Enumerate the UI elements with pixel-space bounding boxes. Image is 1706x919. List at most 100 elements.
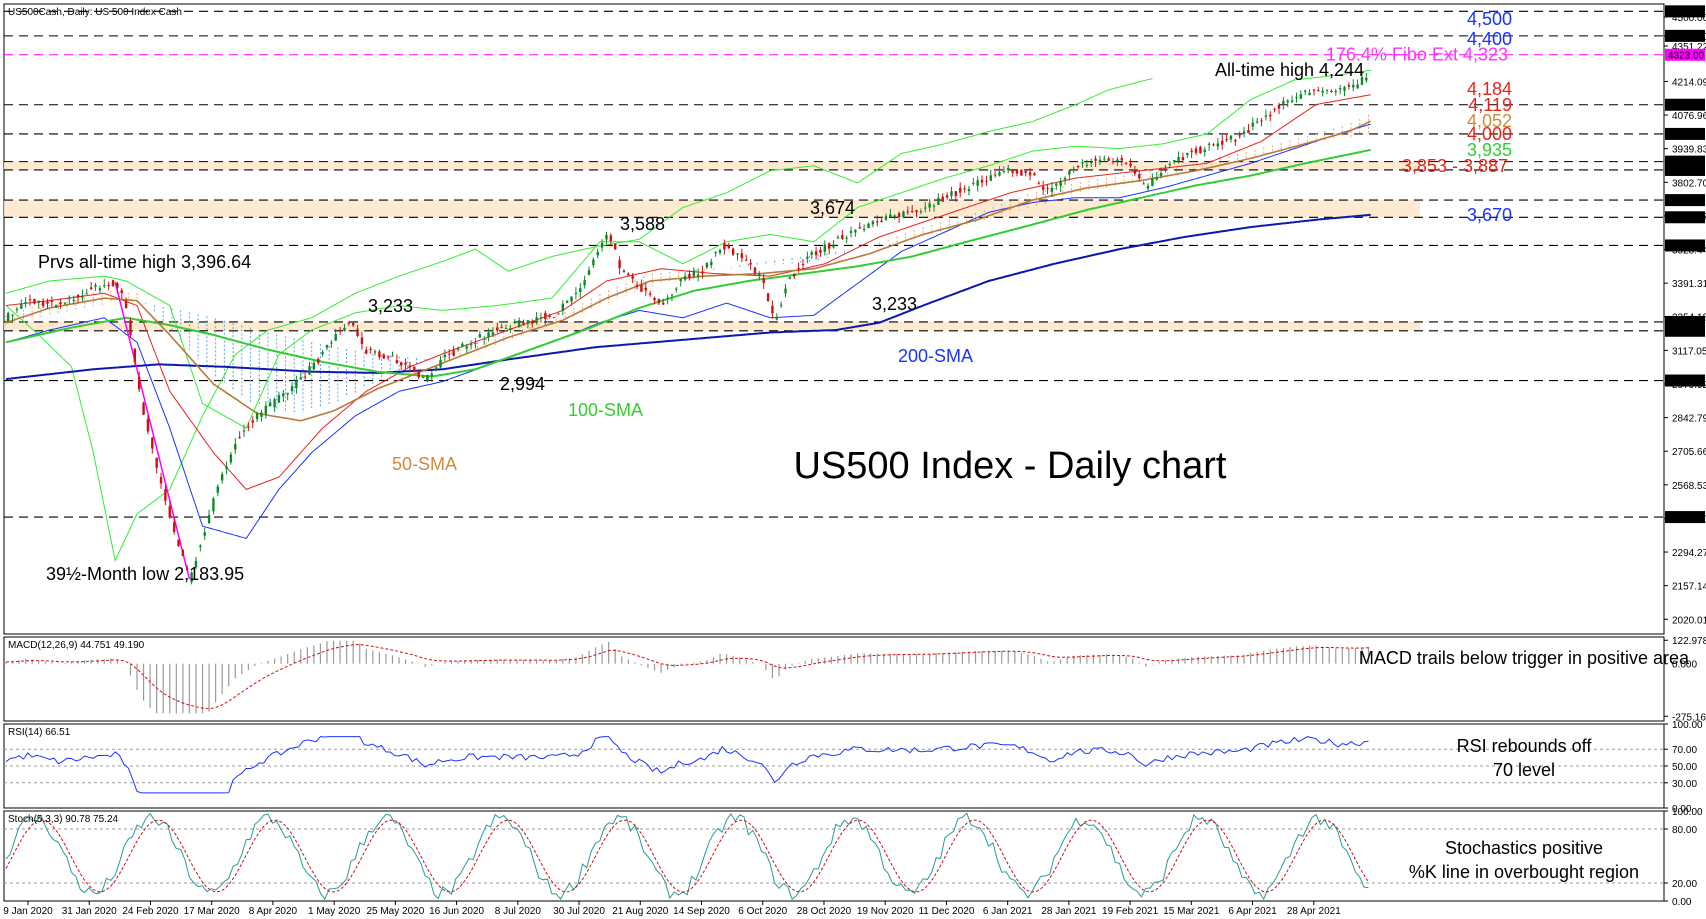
candle-body — [199, 545, 202, 548]
candle-body — [526, 320, 530, 324]
candle-body — [548, 315, 551, 317]
candle-body — [6, 312, 10, 322]
date-tick-label: 9 Jan 2020 — [3, 906, 53, 917]
candle-body — [15, 308, 19, 310]
candle-body — [915, 210, 918, 213]
candle-body — [434, 367, 438, 369]
candle-body — [889, 214, 892, 217]
right-level-label: 3,670 — [1467, 205, 1512, 225]
date-axis: 9 Jan 2020 31 Jan 2020 24 Feb 2020 17 Mar 2… — [3, 901, 1341, 917]
candle-body — [1360, 76, 1364, 85]
candle-body — [496, 327, 499, 331]
price-tick-label: 4214.09 — [1672, 77, 1706, 88]
candle-body — [186, 568, 189, 570]
date-tick-label: 1 May 2020 — [308, 906, 361, 917]
candle-body — [89, 287, 93, 290]
rsi-tick-label: 30.00 — [1672, 779, 1697, 790]
candle-body — [932, 205, 936, 207]
price-tick-label: 3939.83 — [1672, 145, 1706, 156]
candle-body — [146, 418, 150, 432]
candle-body — [718, 250, 722, 253]
candle-body — [1146, 185, 1150, 189]
candle-body — [133, 348, 137, 363]
level-tag-label: 4500.00 — [1668, 7, 1705, 18]
candle-body — [295, 380, 298, 389]
candle-body — [1321, 90, 1324, 93]
ichimoku-cloud — [5, 114, 1370, 413]
candle-body — [194, 560, 198, 568]
candle-body — [347, 322, 351, 324]
right-level-label: 4,119 — [1468, 95, 1512, 115]
candle-body — [714, 251, 717, 254]
candle-body — [1007, 168, 1010, 171]
price-panel-frame — [3, 3, 1665, 635]
level-tag — [1665, 211, 1705, 224]
right-level-label: 4,000 — [1467, 124, 1512, 144]
candle-body — [1194, 148, 1198, 153]
candle-body — [731, 248, 735, 255]
candle-body — [452, 350, 455, 356]
candle-body — [648, 293, 652, 295]
candle-body — [216, 486, 220, 493]
candle-body — [321, 351, 324, 355]
candle-body — [378, 351, 381, 358]
candle-body — [426, 374, 429, 382]
candle-body — [1365, 77, 1368, 81]
horizontal-levels: 4500.00 4400.00 4323.00 4119.00 4000.00 3887.… — [4, 5, 1705, 524]
date-tick-label: 19 Feb 2021 — [1102, 906, 1159, 917]
candle-body — [1212, 144, 1215, 146]
candle-body — [1186, 153, 1189, 156]
candle-body — [1282, 101, 1285, 104]
candle-body — [46, 301, 49, 304]
candle-body — [928, 203, 931, 208]
candle-body — [666, 297, 669, 299]
candle-body — [1352, 84, 1355, 88]
candle-body — [116, 282, 119, 288]
candle-body — [823, 244, 827, 252]
stoch-tick-label: 20.00 — [1672, 879, 1697, 890]
price-tick-label: 4351.22 — [1672, 42, 1706, 53]
candle-body — [1172, 160, 1176, 162]
candle-body — [679, 278, 682, 282]
candle-body — [1330, 90, 1333, 92]
candle-body — [1308, 92, 1311, 96]
candle-body — [365, 350, 368, 354]
level-tag-label: 3887.00 — [1668, 158, 1705, 169]
price-tick-label: 2568.53 — [1672, 481, 1706, 492]
candle-body — [583, 280, 586, 286]
candle-body — [1286, 100, 1289, 103]
candle-body — [937, 197, 940, 205]
candle-body — [255, 412, 259, 420]
candle-body — [474, 343, 477, 345]
date-tick-label: 11 Dec 2020 — [918, 906, 974, 917]
candle-body — [710, 261, 713, 266]
candle-body — [1041, 186, 1045, 190]
candle-body — [1168, 163, 1172, 165]
macd-tick-label: -275.167 — [1672, 712, 1706, 723]
candle-body — [893, 215, 896, 217]
candle-body — [753, 267, 757, 274]
candle-body — [482, 338, 486, 340]
candle-body — [391, 355, 394, 357]
candle-body — [692, 270, 696, 277]
candle-body — [1020, 169, 1023, 176]
candlesticks — [6, 71, 1368, 585]
candle-body — [369, 349, 372, 351]
candle-body — [723, 243, 726, 250]
candle-body — [1142, 183, 1145, 185]
date-tick-label: 8 Apr 2020 — [249, 906, 298, 917]
candle-body — [841, 235, 844, 239]
candle-body — [478, 334, 482, 338]
candle-body — [24, 302, 27, 304]
candle-body — [11, 314, 14, 316]
candle-body — [107, 285, 110, 287]
candle-body — [1024, 171, 1027, 173]
candle-body — [1059, 181, 1062, 186]
candle-body — [832, 244, 835, 248]
candle-body — [561, 303, 565, 311]
level-tag-label: 4323.00 — [1668, 51, 1705, 62]
level-tag — [1665, 5, 1705, 18]
level-tag-label: 3853.00 — [1668, 166, 1705, 177]
candle-body — [989, 175, 992, 181]
candle-body — [631, 275, 634, 279]
